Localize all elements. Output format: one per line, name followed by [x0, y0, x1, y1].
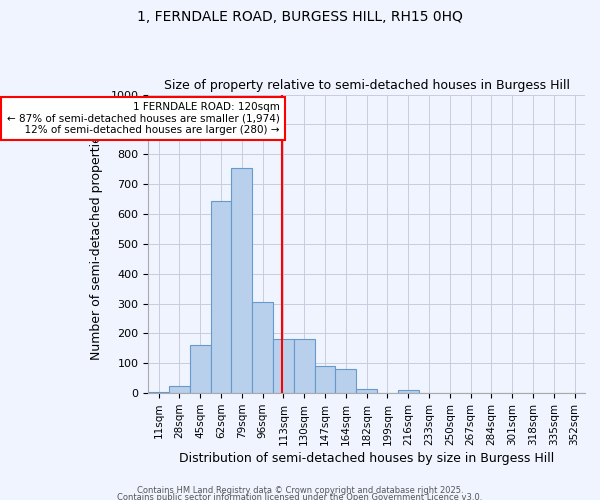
Bar: [398, 390, 419, 393]
Bar: [148, 392, 169, 393]
Text: Contains public sector information licensed under the Open Government Licence v3: Contains public sector information licen…: [118, 494, 482, 500]
Bar: [273, 340, 294, 393]
Bar: [294, 340, 314, 393]
Text: Contains HM Land Registry data © Crown copyright and database right 2025.: Contains HM Land Registry data © Crown c…: [137, 486, 463, 495]
Bar: [169, 386, 190, 393]
Text: 1 FERNDALE ROAD: 120sqm
← 87% of semi-detached houses are smaller (1,974)
  12% : 1 FERNDALE ROAD: 120sqm ← 87% of semi-de…: [7, 102, 280, 135]
Title: Size of property relative to semi-detached houses in Burgess Hill: Size of property relative to semi-detach…: [164, 79, 569, 92]
Bar: [335, 370, 356, 393]
X-axis label: Distribution of semi-detached houses by size in Burgess Hill: Distribution of semi-detached houses by …: [179, 452, 554, 465]
Bar: [232, 168, 252, 393]
Bar: [252, 302, 273, 393]
Bar: [356, 388, 377, 393]
Bar: [211, 200, 232, 393]
Bar: [190, 346, 211, 393]
Bar: [314, 366, 335, 393]
Y-axis label: Number of semi-detached properties: Number of semi-detached properties: [91, 128, 103, 360]
Text: 1, FERNDALE ROAD, BURGESS HILL, RH15 0HQ: 1, FERNDALE ROAD, BURGESS HILL, RH15 0HQ: [137, 10, 463, 24]
